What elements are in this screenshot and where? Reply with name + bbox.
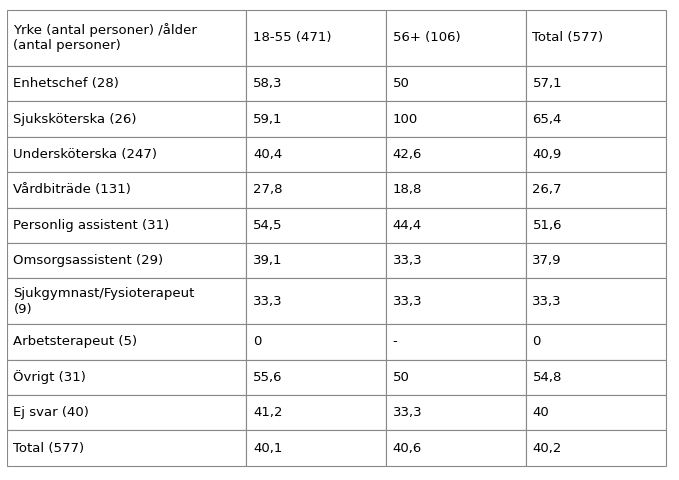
Bar bbox=[246, 137, 386, 172]
Bar bbox=[7, 278, 246, 324]
Text: 100: 100 bbox=[392, 113, 418, 126]
Text: 65,4: 65,4 bbox=[532, 113, 562, 126]
Text: 33,3: 33,3 bbox=[253, 295, 282, 308]
Text: Ej svar (40): Ej svar (40) bbox=[14, 406, 90, 419]
Text: Yrke (antal personer) /ålder
(antal personer): Yrke (antal personer) /ålder (antal pers… bbox=[14, 23, 198, 52]
Text: 40,6: 40,6 bbox=[392, 442, 422, 455]
Bar bbox=[386, 101, 526, 137]
Text: Sjuksköterska (26): Sjuksköterska (26) bbox=[14, 113, 137, 126]
Bar bbox=[246, 324, 386, 360]
Bar bbox=[526, 278, 665, 324]
Text: 50: 50 bbox=[392, 371, 409, 384]
Text: 55,6: 55,6 bbox=[253, 371, 282, 384]
Bar bbox=[526, 172, 665, 207]
Text: Vårdbiträde (131): Vårdbiträde (131) bbox=[14, 183, 131, 196]
Bar bbox=[526, 101, 665, 137]
Text: 57,1: 57,1 bbox=[532, 77, 562, 90]
Bar bbox=[386, 137, 526, 172]
Bar bbox=[526, 10, 665, 66]
Text: 33,3: 33,3 bbox=[392, 254, 422, 267]
Text: 41,2: 41,2 bbox=[253, 406, 282, 419]
Bar bbox=[7, 10, 246, 66]
Text: Sjukgymnast/Fysioterapeut
(9): Sjukgymnast/Fysioterapeut (9) bbox=[14, 287, 195, 315]
Bar bbox=[386, 172, 526, 207]
Bar bbox=[7, 395, 246, 431]
Bar bbox=[526, 243, 665, 278]
Text: 33,3: 33,3 bbox=[392, 295, 422, 308]
Bar bbox=[7, 172, 246, 207]
Text: 40,9: 40,9 bbox=[532, 148, 562, 161]
Bar bbox=[386, 431, 526, 466]
Bar bbox=[246, 278, 386, 324]
Bar bbox=[7, 360, 246, 395]
Bar bbox=[386, 278, 526, 324]
Bar bbox=[386, 10, 526, 66]
Bar bbox=[7, 324, 246, 360]
Text: Övrigt (31): Övrigt (31) bbox=[14, 371, 86, 384]
Text: Total (577): Total (577) bbox=[532, 31, 604, 44]
Text: 37,9: 37,9 bbox=[532, 254, 562, 267]
Bar bbox=[7, 243, 246, 278]
Bar bbox=[386, 360, 526, 395]
Bar bbox=[7, 66, 246, 101]
Bar bbox=[526, 207, 665, 243]
Text: 58,3: 58,3 bbox=[253, 77, 282, 90]
Text: 40,1: 40,1 bbox=[253, 442, 282, 455]
Text: 56+ (106): 56+ (106) bbox=[392, 31, 460, 44]
Text: Omsorgsassistent (29): Omsorgsassistent (29) bbox=[14, 254, 164, 267]
Bar bbox=[7, 207, 246, 243]
Bar bbox=[246, 101, 386, 137]
Text: 40,2: 40,2 bbox=[532, 442, 562, 455]
Bar bbox=[386, 324, 526, 360]
Text: Personlig assistent (31): Personlig assistent (31) bbox=[14, 219, 170, 232]
Text: 40,4: 40,4 bbox=[253, 148, 282, 161]
Text: Undersköterska (247): Undersköterska (247) bbox=[14, 148, 158, 161]
Bar bbox=[246, 172, 386, 207]
Bar bbox=[7, 431, 246, 466]
Text: 51,6: 51,6 bbox=[532, 219, 562, 232]
Bar bbox=[246, 207, 386, 243]
Bar bbox=[526, 431, 665, 466]
Bar bbox=[246, 243, 386, 278]
Text: 0: 0 bbox=[532, 336, 541, 348]
Text: 33,3: 33,3 bbox=[392, 406, 422, 419]
Bar bbox=[526, 360, 665, 395]
Text: Total (577): Total (577) bbox=[14, 442, 85, 455]
Bar bbox=[246, 395, 386, 431]
Text: 54,5: 54,5 bbox=[253, 219, 282, 232]
Text: 18,8: 18,8 bbox=[392, 183, 422, 196]
Bar bbox=[526, 395, 665, 431]
Bar bbox=[526, 137, 665, 172]
Text: 0: 0 bbox=[253, 336, 261, 348]
Text: Enhetschef (28): Enhetschef (28) bbox=[14, 77, 120, 90]
Bar bbox=[386, 243, 526, 278]
Bar bbox=[246, 431, 386, 466]
Bar bbox=[246, 10, 386, 66]
Bar bbox=[7, 137, 246, 172]
Bar bbox=[7, 101, 246, 137]
Text: 40: 40 bbox=[532, 406, 549, 419]
Text: 54,8: 54,8 bbox=[532, 371, 562, 384]
Bar bbox=[386, 395, 526, 431]
Bar bbox=[246, 66, 386, 101]
Text: Arbetsterapeut (5): Arbetsterapeut (5) bbox=[14, 336, 138, 348]
Text: 18-55 (471): 18-55 (471) bbox=[253, 31, 331, 44]
Text: 39,1: 39,1 bbox=[253, 254, 282, 267]
Bar bbox=[246, 360, 386, 395]
Text: 59,1: 59,1 bbox=[253, 113, 282, 126]
Text: 50: 50 bbox=[392, 77, 409, 90]
Text: 27,8: 27,8 bbox=[253, 183, 282, 196]
Text: 42,6: 42,6 bbox=[392, 148, 422, 161]
Text: 44,4: 44,4 bbox=[392, 219, 422, 232]
Text: -: - bbox=[392, 336, 397, 348]
Bar bbox=[526, 66, 665, 101]
Text: 26,7: 26,7 bbox=[532, 183, 562, 196]
Text: 33,3: 33,3 bbox=[532, 295, 562, 308]
Bar bbox=[386, 66, 526, 101]
Bar bbox=[526, 324, 665, 360]
Bar bbox=[386, 207, 526, 243]
